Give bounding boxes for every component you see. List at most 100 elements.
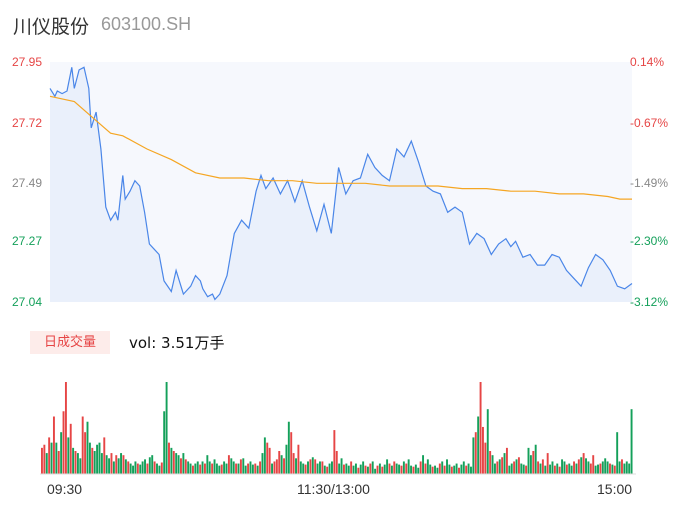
volume-bar <box>314 459 317 474</box>
volume-bar <box>472 437 475 474</box>
stock-name: 川仪股份 <box>13 16 90 38</box>
volume-bar <box>606 461 609 474</box>
volume-bar <box>493 463 496 474</box>
volume-bar <box>326 466 329 474</box>
volume-bar <box>623 463 626 474</box>
volume-bar <box>630 409 633 474</box>
x-tick-close: 15:00 <box>597 481 633 497</box>
volume-bar <box>587 461 590 474</box>
volume-bar <box>74 451 77 474</box>
volume-bar <box>88 442 91 474</box>
volume-bar <box>544 465 547 474</box>
volume-bar <box>434 465 436 474</box>
volume-bar <box>616 432 619 474</box>
volume-bar <box>280 455 283 474</box>
volume-bar <box>110 453 113 474</box>
volume-bar <box>285 444 288 474</box>
percent-tick-label: 0.14% <box>630 55 665 69</box>
stock-code: 603100.SH <box>101 14 192 34</box>
volume-bar <box>64 382 67 474</box>
volume-bar <box>419 461 422 474</box>
volume-bar <box>369 463 372 474</box>
volume-bar <box>55 442 58 474</box>
volume-bar <box>450 466 453 474</box>
price-area <box>50 67 632 302</box>
volume-bar <box>414 464 417 474</box>
volume-bar <box>333 430 336 474</box>
volume-bar <box>467 463 470 474</box>
volume-bar <box>127 461 130 474</box>
volume-bar <box>335 451 338 474</box>
volume-bar <box>460 464 463 474</box>
volume-bar <box>390 465 393 474</box>
volume-bar <box>84 432 87 474</box>
volume-bar <box>438 463 441 474</box>
volume-bar <box>98 442 101 474</box>
volume-bar <box>273 461 276 474</box>
volume-bar <box>443 465 446 474</box>
volume-bar <box>508 465 511 474</box>
volume-bar <box>446 459 448 474</box>
volume-bar <box>489 451 492 474</box>
volume-bar <box>321 461 324 474</box>
volume-bar <box>527 447 530 474</box>
volume-bar <box>551 461 554 474</box>
volume-bar <box>448 464 451 474</box>
volume-bar <box>196 461 199 474</box>
volume-bar <box>505 447 508 474</box>
volume-bar <box>568 463 571 474</box>
volume-bar <box>43 444 46 474</box>
volume-bar <box>601 461 604 474</box>
volume-bar <box>91 447 94 474</box>
volume-bar <box>41 447 43 474</box>
volume-bar <box>342 464 345 474</box>
volume-bar <box>405 463 408 474</box>
volume-bar <box>501 457 504 474</box>
volume-bar <box>136 463 139 474</box>
volume-bar <box>132 465 134 474</box>
volume-bar <box>376 465 379 474</box>
volume-bar <box>431 466 434 474</box>
volume-bar <box>573 461 575 474</box>
volume-bar <box>227 455 230 474</box>
volume-bar <box>549 464 552 474</box>
volume-bar <box>366 466 369 474</box>
volume-bar <box>79 458 82 474</box>
volume-bar <box>156 463 158 474</box>
volume-bar <box>194 463 197 474</box>
volume-bar <box>618 461 621 474</box>
percent-tick-label: -1.49% <box>630 176 669 191</box>
volume-bar <box>311 457 314 474</box>
volume-bar <box>422 455 425 474</box>
volume-bar <box>187 461 190 474</box>
volume-bar <box>520 463 523 474</box>
volume-bar <box>215 463 218 474</box>
percent-tick-label: -2.30% <box>630 234 669 249</box>
volume-bar <box>513 461 516 474</box>
volume-bar <box>120 453 123 474</box>
volume-bar <box>357 467 360 474</box>
volume-bar <box>141 461 144 474</box>
volume-bar <box>625 461 628 474</box>
volume-bar <box>225 463 228 474</box>
volume-bar <box>599 463 602 474</box>
volume-bar <box>254 463 257 474</box>
volume-bar <box>323 465 326 474</box>
volume-bar <box>290 432 293 474</box>
volume-bar <box>393 461 396 474</box>
volume-bar <box>170 447 173 474</box>
volume-bar <box>462 461 465 474</box>
percent-tick-label: -0.67% <box>630 115 669 130</box>
volume-bar <box>522 464 525 474</box>
volume-bar <box>486 409 489 474</box>
volume-bar <box>163 411 166 474</box>
volume-bar <box>407 459 410 474</box>
volume-bar <box>553 465 556 474</box>
volume-bar <box>510 463 513 474</box>
volume-bar <box>213 459 216 474</box>
volume-bar <box>259 461 262 474</box>
volume-bar <box>100 453 103 474</box>
volume-bar <box>249 461 252 474</box>
volume-bar <box>558 466 561 474</box>
percent-tick-label: -3.12% <box>630 295 669 309</box>
